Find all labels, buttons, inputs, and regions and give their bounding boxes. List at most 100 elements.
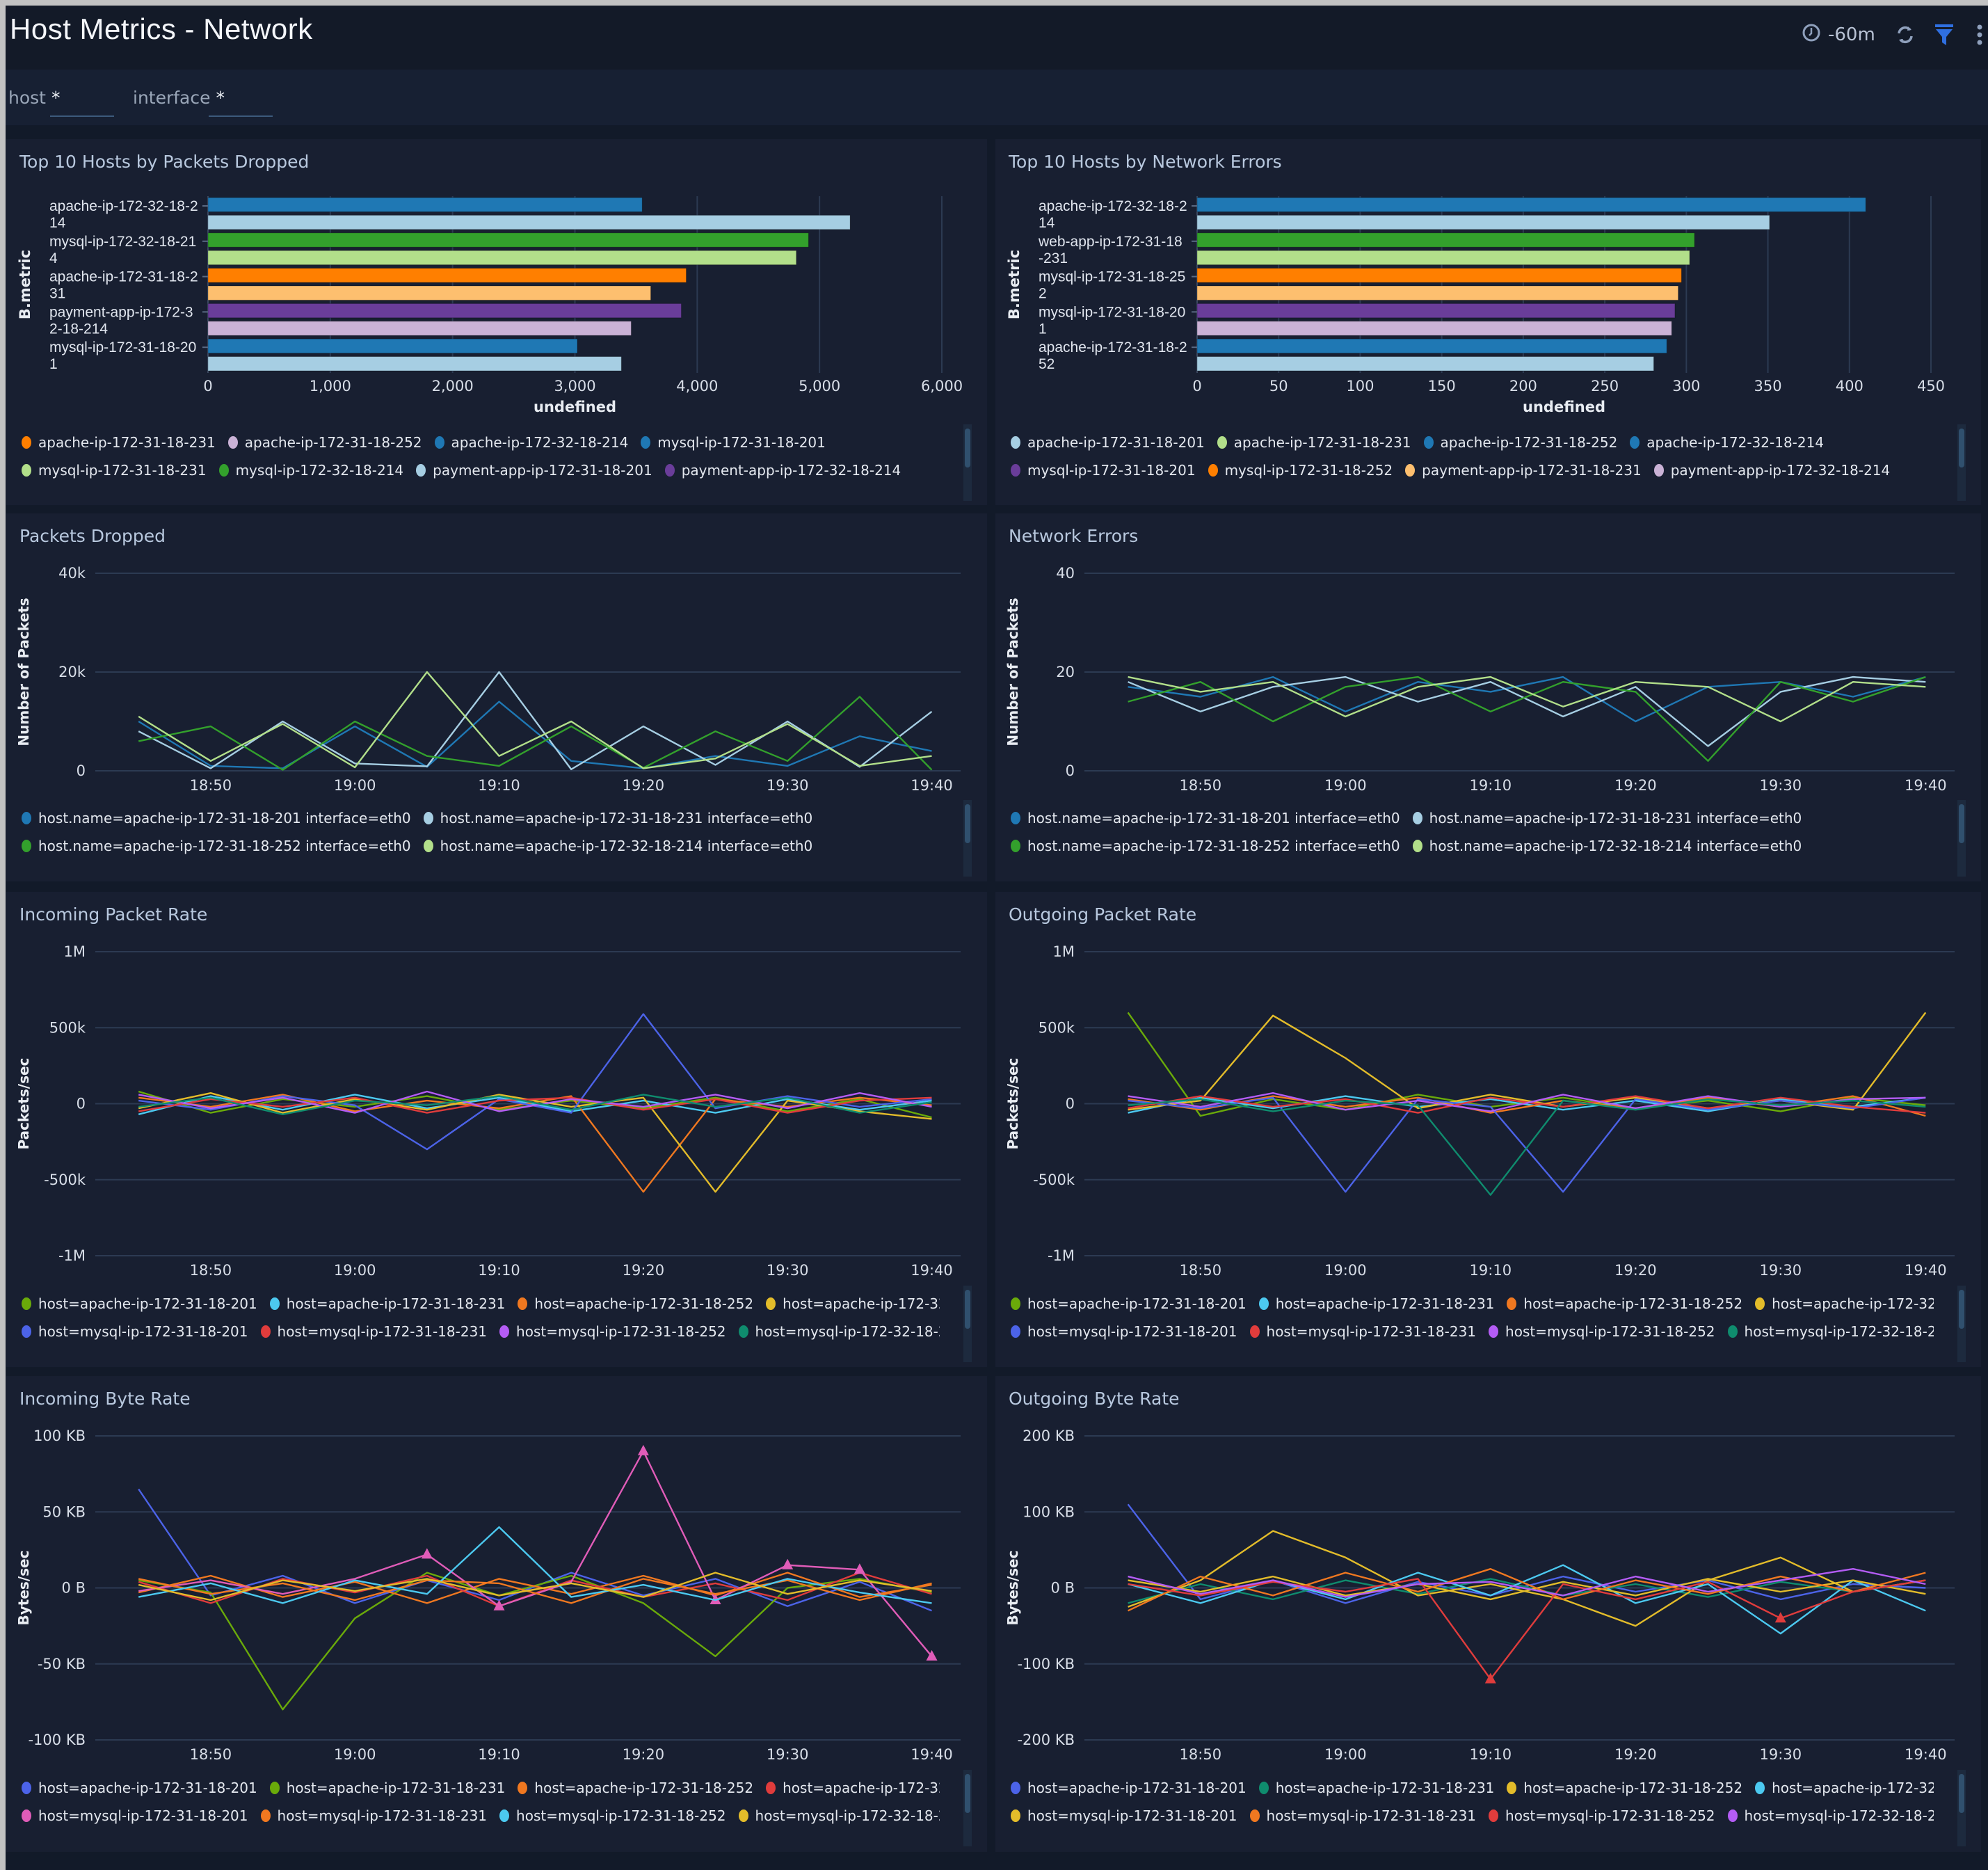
series-line-host-apache-ip-172-31-18-231[interactable] — [1128, 1095, 1926, 1114]
time-range-picker[interactable]: -60m — [1802, 21, 1875, 49]
legend-item[interactable]: host=mysql-ip-172-32-18-214 — [738, 1323, 940, 1340]
series-line-host-mysql-ip-172-32-18-214[interactable] — [1128, 1567, 1926, 1598]
series-line-host-name-apache-ip-172-31-18-231-interface-eth0[interactable] — [1128, 676, 1926, 747]
point-marker[interactable] — [493, 1599, 505, 1611]
legend-item[interactable]: host=mysql-ip-172-31-18-252 — [1489, 1323, 1715, 1340]
bar[interactable] — [207, 214, 851, 230]
legend-item[interactable]: host=mysql-ip-172-32-18-214 — [738, 1807, 940, 1824]
legend-item[interactable]: apache-ip-172-32-18-214 — [434, 434, 628, 451]
scrollbar-thumb[interactable] — [965, 1290, 970, 1329]
point-marker[interactable] — [782, 1558, 794, 1569]
legend-item[interactable]: payment-app-ip-172-32-18-214 — [664, 462, 901, 479]
legend-item[interactable]: host=apache-ip-172-31-18-201 — [1011, 1780, 1246, 1796]
legend-item[interactable]: apache-ip-172-32-18-214 — [1630, 434, 1824, 451]
point-marker[interactable] — [637, 1444, 649, 1455]
legend-item[interactable]: host=mysql-ip-172-32-18-214 — [1727, 1323, 1934, 1340]
series-line-host-mysql-ip-172-32-18-214[interactable] — [1128, 1098, 1926, 1196]
legend-item[interactable]: host=mysql-ip-172-31-18-231 — [260, 1807, 487, 1824]
legend-scrollbar[interactable] — [1957, 1286, 1966, 1362]
legend-item[interactable]: apache-ip-172-31-18-231 — [1217, 434, 1411, 451]
legend-item[interactable]: host=mysql-ip-172-31-18-252 — [499, 1807, 726, 1824]
bar[interactable] — [1196, 214, 1770, 230]
point-marker[interactable] — [853, 1563, 865, 1574]
host-filter[interactable]: host * — [8, 88, 60, 108]
series-line-host-mysql-ip-172-31-18-252[interactable] — [1128, 1578, 1926, 1680]
legend-item[interactable]: apache-ip-172-31-18-252 — [227, 434, 422, 451]
legend-item[interactable]: host=mysql-ip-172-31-18-252 — [499, 1323, 726, 1340]
legend-item[interactable]: host=apache-ip-172-31-18-252 — [518, 1295, 753, 1312]
legend-scrollbar[interactable] — [1957, 424, 1966, 501]
legend-item[interactable]: payment-app-ip-172-31-18-231 — [1405, 462, 1642, 479]
bar[interactable] — [1196, 197, 1866, 212]
legend-item[interactable]: host=mysql-ip-172-31-18-201 — [1011, 1323, 1237, 1340]
scrollbar-thumb[interactable] — [1959, 1290, 1964, 1329]
legend-item[interactable]: host=apache-ip-172-31-18-252 — [518, 1780, 753, 1796]
legend-item[interactable]: mysql-ip-172-32-18-214 — [218, 462, 403, 479]
bar[interactable] — [1196, 250, 1690, 266]
legend-item[interactable]: host=mysql-ip-172-31-18-201 — [1011, 1807, 1237, 1824]
legend-scrollbar[interactable] — [963, 1286, 972, 1362]
series-line-host-apache-ip-172-32-18-214[interactable] — [1128, 1564, 1926, 1635]
series-line-host-mysql-ip-172-31-18-201[interactable] — [1128, 1575, 1926, 1601]
legend-scrollbar[interactable] — [1957, 1770, 1966, 1846]
legend-item[interactable]: host.name=apache-ip-172-31-18-231 interf… — [1412, 810, 1802, 826]
scrollbar-thumb[interactable] — [965, 1774, 970, 1813]
interface-filter[interactable]: interface * — [133, 88, 225, 108]
legend-item[interactable]: host=mysql-ip-172-31-18-252 — [1489, 1807, 1715, 1824]
bar[interactable] — [1196, 303, 1676, 319]
bar[interactable] — [1196, 232, 1695, 248]
legend-item[interactable]: host=apache-ip-172-31-18-231 — [269, 1295, 505, 1312]
filter-icon[interactable] — [1934, 21, 1955, 49]
scrollbar-thumb[interactable] — [1959, 429, 1964, 468]
series-line-host-mysql-ip-172-31-18-231[interactable] — [138, 1578, 932, 1604]
series-line-host-name-apache-ip-172-31-18-252-interface-eth0[interactable] — [138, 696, 933, 771]
series-line-host-name-apache-ip-172-32-18-214-interface-eth0[interactable] — [138, 671, 932, 769]
interface-filter-value[interactable]: * — [216, 88, 225, 108]
legend-item[interactable]: host=apache-ip-172-31-18-201 — [22, 1780, 257, 1796]
legend-item[interactable]: host.name=apache-ip-172-31-18-252 interf… — [1011, 838, 1400, 854]
legend-scrollbar[interactable] — [963, 424, 972, 501]
legend-item[interactable]: host=apache-ip-172-32-18-214 — [766, 1295, 940, 1312]
legend-item[interactable]: payment-app-ip-172-31-18-201 — [416, 462, 652, 479]
point-marker[interactable] — [1484, 1672, 1496, 1684]
legend-item[interactable]: host=mysql-ip-172-31-18-201 — [22, 1807, 248, 1824]
legend-item[interactable]: host=apache-ip-172-31-18-201 — [22, 1295, 257, 1312]
bar[interactable] — [1196, 285, 1679, 301]
series-line-host-apache-ip-172-31-18-252[interactable] — [1128, 1530, 1926, 1627]
refresh-icon[interactable] — [1895, 21, 1916, 49]
legend-item[interactable]: host=apache-ip-172-32-18-214 — [1755, 1295, 1934, 1312]
legend-item[interactable]: host.name=apache-ip-172-32-18-214 interf… — [1412, 838, 1802, 854]
legend-item[interactable]: host=mysql-ip-172-32-18-214 — [1727, 1807, 1934, 1824]
legend-item[interactable]: host=apache-ip-172-31-18-231 — [1258, 1295, 1494, 1312]
point-marker[interactable] — [710, 1593, 721, 1604]
legend-scrollbar[interactable] — [963, 1770, 972, 1846]
legend-item[interactable]: host.name=apache-ip-172-31-18-231 interf… — [423, 810, 812, 826]
bar[interactable] — [207, 303, 682, 319]
legend-item[interactable]: host=apache-ip-172-32-18-214 — [1755, 1780, 1934, 1796]
series-line-host-mysql-ip-172-31-18-201[interactable] — [1128, 1096, 1926, 1193]
series-line-host-name-apache-ip-172-31-18-201-interface-eth0[interactable] — [138, 701, 932, 769]
series-line-host-name-apache-ip-172-31-18-252-interface-eth0[interactable] — [1128, 676, 1926, 762]
legend-item[interactable]: host.name=apache-ip-172-32-18-214 interf… — [423, 838, 812, 854]
scrollbar-thumb[interactable] — [965, 429, 970, 468]
legend-item[interactable]: payment-app-ip-172-32-18-214 — [1653, 462, 1890, 479]
legend-item[interactable]: host=apache-ip-172-31-18-252 — [1507, 1780, 1742, 1796]
bar[interactable] — [1196, 268, 1682, 283]
point-marker[interactable] — [1774, 1612, 1786, 1623]
legend-item[interactable]: host.name=apache-ip-172-31-18-252 interf… — [22, 838, 411, 854]
legend-item[interactable]: apache-ip-172-31-18-201 — [1011, 434, 1205, 451]
bar[interactable] — [207, 250, 797, 266]
legend-item[interactable]: apache-ip-172-31-18-252 — [1423, 434, 1617, 451]
legend-item[interactable]: mysql-ip-172-31-18-201 — [1011, 462, 1196, 479]
legend-item[interactable]: mysql-ip-172-31-18-201 — [641, 434, 826, 451]
series-line-host-apache-ip-172-31-18-231[interactable] — [1128, 1578, 1926, 1604]
legend-item[interactable]: apache-ip-172-31-18-231 — [22, 434, 216, 451]
bar[interactable] — [207, 356, 622, 371]
legend-item[interactable]: host=mysql-ip-172-31-18-231 — [260, 1323, 487, 1340]
legend-item[interactable]: mysql-ip-172-31-18-231 — [22, 462, 207, 479]
scrollbar-thumb[interactable] — [965, 804, 970, 843]
bar[interactable] — [207, 285, 652, 301]
bar[interactable] — [1196, 356, 1654, 371]
legend-item[interactable]: host=apache-ip-172-31-18-231 — [269, 1780, 505, 1796]
bar[interactable] — [1196, 338, 1667, 354]
